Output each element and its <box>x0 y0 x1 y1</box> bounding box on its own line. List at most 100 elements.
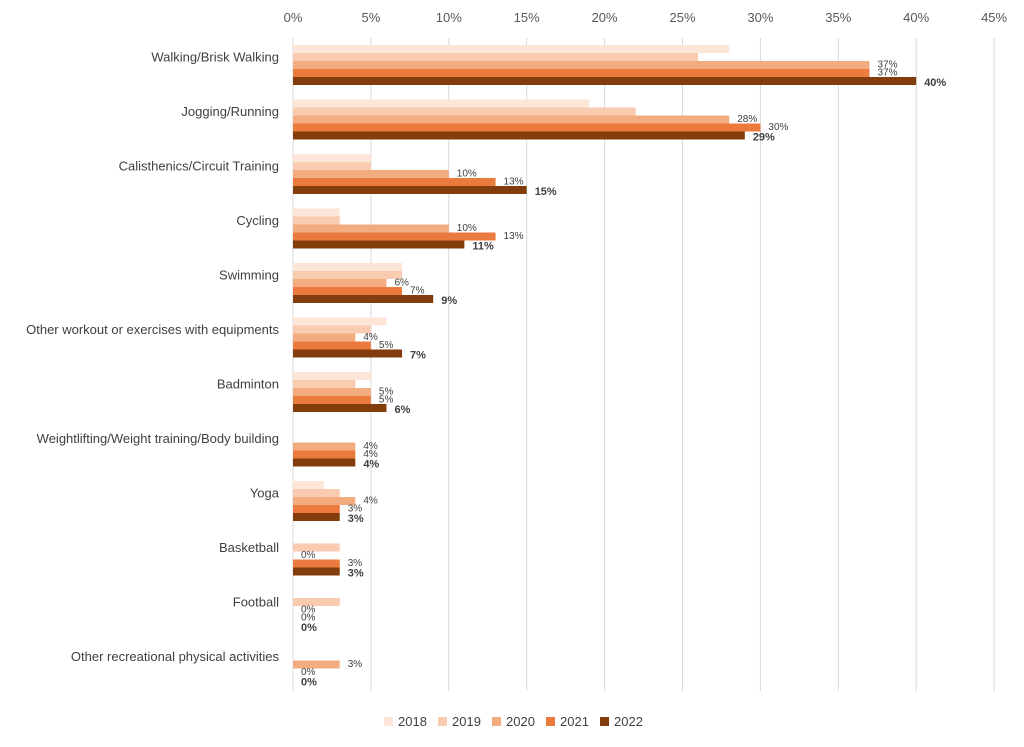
data-label: 11% <box>472 240 494 252</box>
category-labels: Walking/Brisk Walking Jogging/Running Cali… <box>26 49 280 664</box>
bar-2020 <box>293 279 387 287</box>
data-label: 13% <box>504 231 524 242</box>
data-label: 7% <box>410 286 425 297</box>
bar-2021 <box>293 123 761 132</box>
bar-2020 <box>293 170 449 178</box>
bars <box>293 45 917 669</box>
data-label: 4% <box>363 332 378 343</box>
data-label: 4% <box>363 496 378 507</box>
data-label: 4% <box>363 441 378 452</box>
category-label: Walking/Brisk Walking <box>151 49 279 64</box>
gridlines <box>292 38 995 691</box>
bar-2022 <box>293 349 403 358</box>
legend-swatch <box>492 717 501 726</box>
data-label: 3% <box>348 659 363 670</box>
bar-2018 <box>293 99 590 108</box>
data-label: 37% <box>877 60 897 71</box>
data-label: 0% <box>301 605 316 616</box>
bar-2021 <box>293 450 356 459</box>
x-axis-ticks: 0% 5% 10% 15% 20% 25% 30% 35% 40% 45% <box>284 10 1008 25</box>
category-label: Football <box>233 594 279 609</box>
x-tick-label: 10% <box>436 10 462 25</box>
legend-swatch <box>384 717 393 726</box>
bar-2018 <box>293 481 325 489</box>
data-label: 6% <box>394 278 409 289</box>
data-label: 0% <box>301 622 317 634</box>
bar-2021 <box>293 396 371 404</box>
data-label: 0% <box>301 550 316 561</box>
category-label: Calisthenics/Circuit Training <box>119 158 279 173</box>
bar-2022 <box>293 77 917 85</box>
data-label: 5% <box>379 387 394 398</box>
data-label: 6% <box>394 404 410 416</box>
bar-2021 <box>293 69 870 77</box>
bar-2021 <box>293 559 340 568</box>
x-tick-label: 0% <box>284 10 303 25</box>
data-label: 7% <box>410 349 426 361</box>
bar-2018 <box>293 372 371 380</box>
bar-2019 <box>293 53 699 61</box>
legend-entry: 2021 <box>560 714 589 729</box>
x-tick-label: 30% <box>747 10 773 25</box>
data-label: 40% <box>924 77 946 89</box>
data-label: 37% <box>877 68 897 79</box>
legend-swatch <box>438 717 447 726</box>
bar-2020 <box>293 388 371 396</box>
bar-2019 <box>293 543 340 552</box>
bar-2019 <box>293 598 340 606</box>
data-label: 4% <box>363 449 378 460</box>
bar-2018 <box>293 317 387 326</box>
bar-2019 <box>293 271 403 279</box>
bar-2018 <box>293 45 730 53</box>
data-label: 0% <box>301 676 317 688</box>
data-label: 15% <box>535 186 557 198</box>
data-label: 13% <box>504 177 524 188</box>
bar-2019 <box>293 489 340 497</box>
bar-2019 <box>293 162 371 170</box>
bar-2019 <box>293 216 340 225</box>
data-label: 3% <box>348 513 364 525</box>
data-label: 10% <box>457 223 477 234</box>
bar-2018 <box>293 263 403 271</box>
bar-2018 <box>293 208 340 217</box>
legend-swatch <box>600 717 609 726</box>
legend-entry: 2019 <box>452 714 481 729</box>
x-tick-label: 35% <box>825 10 851 25</box>
data-labels: 37%37%40%28%30%29%10%13%15%10%13%11%6%7%… <box>301 60 946 689</box>
bar-2020 <box>293 497 356 505</box>
bar-2022 <box>293 131 745 140</box>
bar-2022 <box>293 295 434 303</box>
bar-2021 <box>293 341 371 350</box>
bar-2019 <box>293 380 356 388</box>
bar-2019 <box>293 107 636 116</box>
category-label: Jogging/Running <box>181 104 279 119</box>
category-label: Swimming <box>219 267 279 282</box>
bar-2020 <box>293 333 356 342</box>
category-label: Basketball <box>219 540 279 555</box>
data-label: 5% <box>379 395 394 406</box>
category-label: Weightlifting/Weight training/Body build… <box>37 431 279 446</box>
data-label: 9% <box>441 295 457 307</box>
x-tick-label: 45% <box>981 10 1007 25</box>
category-label: Yoga <box>250 485 280 500</box>
bar-2022 <box>293 458 356 467</box>
x-tick-label: 25% <box>669 10 695 25</box>
data-label: 29% <box>753 131 775 143</box>
data-label: 10% <box>457 169 477 180</box>
x-tick-label: 40% <box>903 10 929 25</box>
bar-2022 <box>293 567 340 576</box>
data-label: 0% <box>301 613 316 624</box>
legend-entry: 2018 <box>398 714 427 729</box>
bar-2018 <box>293 154 371 162</box>
category-label: Cycling <box>236 213 279 228</box>
bar-2021 <box>293 232 496 241</box>
data-label: 3% <box>348 558 363 569</box>
data-label: 4% <box>363 458 379 470</box>
bar-2021 <box>293 505 340 513</box>
bar-2020 <box>293 115 730 124</box>
x-tick-label: 5% <box>362 10 381 25</box>
bar-2019 <box>293 325 371 334</box>
legend-entry: 2020 <box>506 714 535 729</box>
bar-2022 <box>293 404 387 412</box>
